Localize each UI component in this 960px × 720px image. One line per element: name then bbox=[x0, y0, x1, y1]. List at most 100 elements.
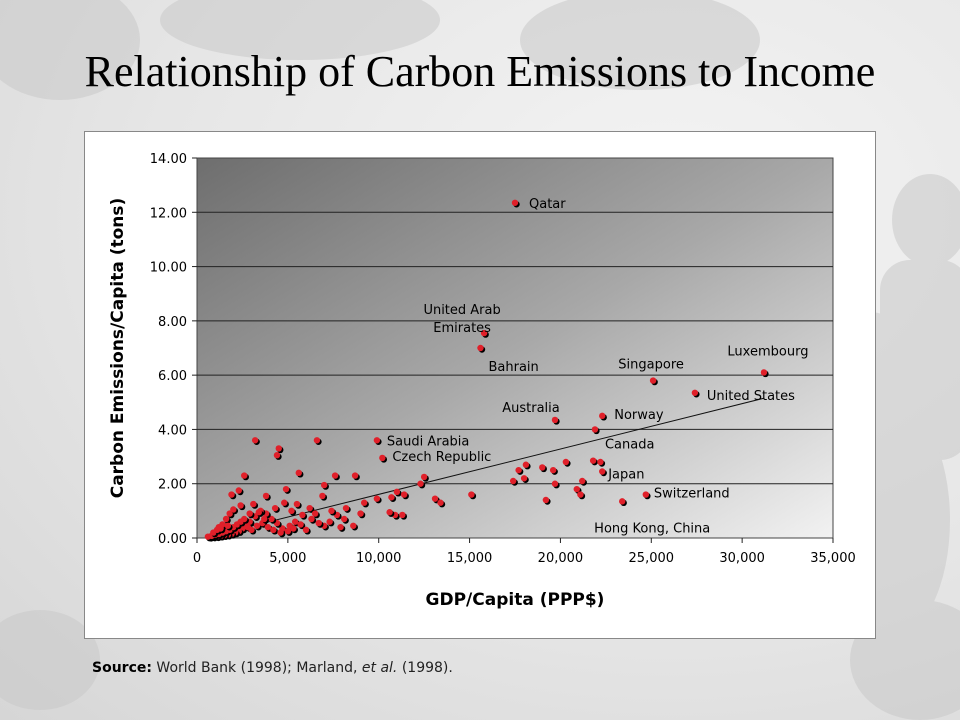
x-tick-label: 0 bbox=[193, 551, 201, 566]
data-point bbox=[400, 491, 408, 498]
data-point bbox=[393, 488, 401, 496]
point-label: Luxembourg bbox=[727, 344, 808, 359]
data-point bbox=[268, 515, 275, 523]
data-point bbox=[619, 498, 626, 505]
data-point bbox=[437, 499, 444, 506]
data-point bbox=[417, 480, 424, 487]
data-point bbox=[217, 525, 224, 532]
data-point bbox=[468, 491, 475, 498]
data-point bbox=[306, 504, 313, 512]
data-point bbox=[241, 472, 248, 479]
x-tick-label: 5,000 bbox=[269, 551, 306, 566]
data-point bbox=[551, 416, 559, 424]
data-point bbox=[250, 500, 257, 508]
data-point bbox=[360, 499, 368, 506]
point-label: Hong Kong, China bbox=[594, 521, 710, 536]
scatter-chart: 0.00 2.00 4.00 6.00 8.00 10.00 12.00 14.00 0 5,0… bbox=[108, 152, 856, 610]
y-tick-label: 14.00 bbox=[150, 152, 187, 167]
data-point bbox=[388, 494, 395, 501]
y-tick-label: 4.00 bbox=[158, 423, 187, 438]
source-text-d: (1998). bbox=[401, 660, 453, 676]
data-point bbox=[573, 485, 580, 493]
data-point bbox=[281, 499, 288, 506]
data-point bbox=[515, 466, 522, 474]
data-point bbox=[270, 526, 277, 534]
data-point bbox=[340, 515, 348, 523]
source-text-c: et al. bbox=[361, 660, 398, 676]
y-tick-label: 2.00 bbox=[158, 478, 187, 493]
data-point bbox=[342, 504, 350, 512]
data-point bbox=[315, 519, 322, 527]
data-point bbox=[226, 510, 233, 517]
point-label: Singapore bbox=[618, 358, 684, 373]
data-point bbox=[542, 496, 550, 504]
data-point bbox=[642, 491, 650, 498]
data-point bbox=[246, 510, 253, 517]
data-point bbox=[577, 491, 584, 498]
data-point bbox=[331, 472, 339, 479]
data-point bbox=[589, 457, 597, 464]
source-text-a: World Bank (1998); bbox=[156, 660, 292, 676]
data-point bbox=[241, 515, 248, 523]
data-point bbox=[760, 369, 768, 376]
data-point bbox=[520, 475, 528, 482]
data-point bbox=[597, 458, 604, 466]
data-point bbox=[373, 495, 381, 502]
data-point bbox=[237, 502, 244, 509]
point-label: Norway bbox=[614, 408, 664, 423]
point-label: Bahrain bbox=[488, 360, 538, 375]
point-label: Canada bbox=[605, 437, 654, 452]
y-tick-label: 8.00 bbox=[158, 315, 187, 330]
point-label: Saudi Arabia bbox=[387, 434, 470, 449]
data-point bbox=[251, 437, 259, 444]
data-point bbox=[579, 477, 586, 485]
data-point bbox=[273, 452, 281, 459]
data-point bbox=[288, 507, 295, 515]
data-point bbox=[379, 454, 386, 462]
data-point bbox=[290, 525, 297, 532]
data-point bbox=[328, 507, 335, 515]
data-point bbox=[373, 437, 381, 444]
data-point bbox=[357, 510, 364, 517]
data-point bbox=[262, 492, 270, 500]
x-tick-label: 25,000 bbox=[629, 551, 675, 566]
y-tick-label: 10.00 bbox=[150, 261, 187, 276]
data-point bbox=[308, 515, 315, 523]
data-point bbox=[235, 487, 242, 494]
x-tick-label: 10,000 bbox=[356, 551, 402, 566]
data-point bbox=[321, 481, 328, 489]
data-point bbox=[480, 329, 488, 337]
x-axis-label: GDP/Capita (PPP$) bbox=[426, 590, 605, 610]
data-point bbox=[551, 480, 559, 487]
data-point bbox=[302, 526, 310, 534]
data-point bbox=[264, 523, 272, 531]
data-point bbox=[477, 344, 484, 352]
data-point bbox=[293, 500, 301, 508]
y-tick-label: 6.00 bbox=[158, 369, 187, 384]
point-label: Czech Republic bbox=[392, 450, 491, 465]
y-axis-label: Carbon Emissions/Capita (tons) bbox=[108, 198, 128, 499]
chart-frame: 0.00 2.00 4.00 6.00 8.00 10.00 12.00 14.00 0 5,0… bbox=[84, 131, 876, 639]
point-label: Qatar bbox=[529, 197, 566, 212]
data-point bbox=[222, 515, 230, 523]
data-point bbox=[319, 492, 326, 500]
y-tick-label: 12.00 bbox=[150, 206, 187, 221]
data-point bbox=[337, 523, 344, 531]
data-point bbox=[277, 529, 284, 536]
data-point bbox=[386, 509, 393, 516]
data-point bbox=[511, 199, 519, 206]
x-tick-label: 30,000 bbox=[719, 551, 765, 566]
data-point bbox=[399, 511, 406, 519]
data-point bbox=[522, 461, 530, 468]
data-point bbox=[326, 518, 333, 525]
data-point bbox=[253, 522, 261, 529]
point-label: United Arab Emirates bbox=[423, 303, 500, 336]
data-point bbox=[228, 491, 235, 498]
data-point bbox=[691, 389, 699, 396]
data-point bbox=[539, 464, 546, 471]
point-label: Switzerland bbox=[654, 487, 730, 502]
data-point bbox=[271, 504, 279, 512]
data-point bbox=[350, 522, 357, 529]
trendline bbox=[205, 397, 765, 538]
data-point bbox=[275, 445, 282, 452]
